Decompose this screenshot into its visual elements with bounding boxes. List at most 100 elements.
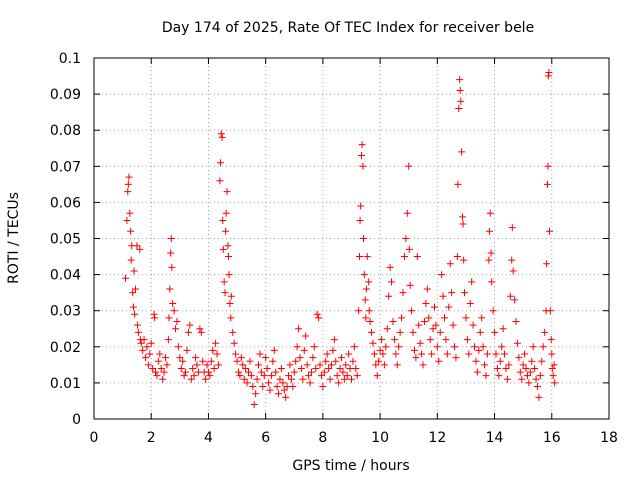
data-point (386, 263, 394, 271)
data-point (359, 162, 367, 170)
data-point (457, 97, 465, 105)
data-point (223, 188, 231, 196)
data-point (307, 368, 315, 376)
data-point (165, 314, 173, 322)
data-point (476, 328, 484, 336)
data-point (439, 292, 447, 300)
data-point (139, 346, 147, 354)
data-point (376, 346, 384, 354)
data-point (425, 314, 433, 322)
data-point (489, 307, 497, 315)
data-point (483, 350, 491, 358)
data-point (236, 372, 244, 380)
data-point (531, 364, 539, 372)
data-point (350, 343, 358, 351)
data-point (398, 314, 406, 322)
data-point (446, 260, 454, 268)
data-point (479, 343, 487, 351)
data-point (152, 368, 160, 376)
data-point (505, 361, 513, 369)
data-point (357, 202, 365, 210)
data-point (262, 354, 270, 362)
data-point (396, 328, 404, 336)
data-point (550, 361, 558, 369)
data-point (156, 350, 164, 358)
data-point (547, 336, 555, 344)
data-point (172, 325, 180, 333)
data-point (209, 346, 217, 354)
data-point (496, 357, 504, 365)
data-point (224, 242, 232, 250)
data-point (345, 350, 353, 358)
data-point (207, 357, 215, 365)
data-point (206, 372, 214, 380)
data-point (519, 361, 527, 369)
data-point (183, 346, 191, 354)
data-point (453, 253, 461, 261)
y-tick-label: 0.05 (50, 232, 81, 248)
data-point (442, 336, 450, 344)
data-point (303, 361, 311, 369)
data-point (491, 328, 499, 336)
data-point (202, 375, 210, 383)
data-point (133, 242, 141, 250)
data-point (349, 357, 357, 365)
data-point (297, 364, 305, 372)
data-point (192, 354, 200, 362)
data-point (342, 361, 350, 369)
data-point (368, 328, 376, 336)
data-point (436, 328, 444, 336)
data-point (511, 296, 519, 304)
data-point (356, 216, 364, 224)
data-point (463, 336, 471, 344)
data-point (219, 245, 227, 253)
y-tick-label: 0.03 (50, 304, 81, 320)
data-point (150, 310, 158, 318)
data-point (508, 256, 516, 264)
data-point (197, 328, 205, 336)
data-point (214, 361, 222, 369)
data-point (405, 162, 413, 170)
data-point (488, 278, 496, 286)
y-axis-label: ROTI / TECUs (6, 192, 22, 284)
data-point (418, 350, 426, 358)
data-point (348, 375, 355, 383)
data-point (372, 361, 380, 369)
data-point (468, 278, 476, 286)
x-tick-label: 14 (486, 430, 504, 446)
data-point (459, 213, 467, 221)
data-point (516, 368, 524, 376)
data-point (378, 336, 386, 344)
data-point (533, 383, 541, 391)
data-point (465, 350, 473, 358)
data-point (526, 368, 534, 376)
data-point (250, 401, 258, 409)
data-point (265, 379, 273, 387)
data-point (353, 372, 361, 380)
data-point (475, 346, 483, 354)
data-point (220, 278, 228, 286)
data-point (383, 325, 391, 333)
data-point (163, 361, 171, 369)
data-point (529, 343, 537, 351)
data-point (189, 364, 197, 372)
data-point (405, 245, 413, 253)
data-point (358, 151, 366, 159)
axis-ticks: 0 2 4 6 8 10 12 14 16 18 0 0.01 0.02 0.03 0.04 0.05 0.06… (50, 51, 618, 446)
data-point (389, 318, 397, 326)
data-point (292, 357, 300, 365)
data-point (388, 278, 396, 286)
data-point (366, 318, 374, 326)
data-point (260, 372, 268, 380)
data-point (501, 350, 509, 358)
data-point (193, 361, 201, 369)
data-point (275, 390, 283, 398)
data-point (487, 249, 495, 257)
data-point (373, 372, 381, 380)
data-point (222, 209, 230, 217)
data-point (245, 368, 252, 376)
data-point (460, 256, 468, 264)
data-point (485, 227, 493, 235)
data-point (440, 314, 448, 322)
